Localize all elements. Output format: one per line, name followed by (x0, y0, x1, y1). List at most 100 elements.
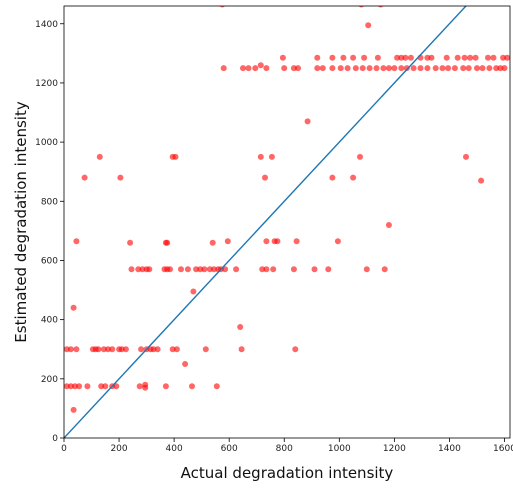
data-point (70, 406, 77, 413)
data-point (293, 238, 300, 245)
x-tick-label: 600 (221, 444, 238, 454)
data-point (105, 346, 111, 353)
data-point (424, 54, 431, 61)
data-point (314, 54, 321, 61)
data-point (504, 54, 510, 61)
x-tick-label: 800 (276, 444, 293, 454)
data-point (172, 153, 179, 160)
data-point (72, 383, 78, 390)
data-point (257, 62, 264, 69)
data-point (311, 266, 318, 273)
data-point (73, 238, 80, 245)
data-point (474, 65, 480, 72)
data-points-layer (64, 6, 510, 413)
data-point (381, 266, 388, 273)
data-point (127, 239, 134, 246)
plot-frame (63, 5, 511, 439)
data-point (233, 266, 240, 273)
data-point (209, 239, 216, 246)
data-point (403, 65, 410, 72)
data-point (398, 65, 405, 72)
data-point (445, 65, 452, 72)
data-point (70, 304, 77, 311)
data-point (263, 238, 270, 245)
data-point (465, 65, 472, 72)
data-point (169, 346, 176, 353)
data-point (485, 54, 491, 61)
data-point (460, 65, 467, 72)
y-axis-title: Estimated degradation intensity (12, 101, 30, 343)
data-point (193, 266, 200, 273)
y-tick-label: 800 (41, 197, 58, 207)
data-point (463, 153, 469, 160)
data-point (279, 54, 286, 61)
data-point (67, 383, 74, 390)
data-point (122, 346, 129, 353)
data-point (363, 266, 370, 273)
data-point (417, 65, 424, 72)
data-point (95, 346, 102, 353)
data-point (128, 266, 135, 273)
data-point (220, 65, 227, 72)
data-point (424, 65, 431, 72)
data-point (501, 65, 508, 72)
y-tick-label: 1400 (35, 20, 58, 30)
data-point (154, 346, 161, 353)
data-point (374, 54, 381, 61)
data-point (201, 266, 208, 273)
data-point (67, 346, 74, 353)
data-point (500, 54, 507, 61)
data-point (138, 346, 145, 353)
y-tick-label: 1000 (35, 138, 58, 148)
data-point (202, 346, 209, 353)
x-tick-label: 1000 (328, 444, 351, 454)
data-point (443, 54, 450, 61)
data-point (394, 54, 401, 61)
data-point (340, 54, 347, 61)
data-point (352, 65, 359, 72)
y-tick-label: 0 (52, 434, 58, 444)
data-point (224, 238, 231, 245)
y-axis-ticks: 0 200 400 600 800 1000 1200 1400 (35, 20, 64, 444)
data-point (98, 383, 105, 390)
data-point (189, 383, 195, 390)
data-point (262, 174, 268, 181)
data-point (325, 266, 332, 273)
data-point (479, 65, 486, 72)
data-point (350, 174, 357, 181)
data-point (493, 65, 500, 72)
data-point (407, 54, 414, 61)
data-point (237, 324, 244, 330)
data-point (451, 65, 458, 72)
data-point (109, 346, 116, 353)
data-point (398, 54, 405, 61)
data-point (167, 266, 173, 273)
data-point (211, 266, 217, 273)
data-point (454, 54, 461, 61)
data-point (361, 54, 368, 61)
data-point (461, 54, 468, 61)
data-point (222, 266, 229, 273)
data-point (257, 153, 264, 160)
data-point (385, 222, 392, 228)
data-point (259, 266, 266, 273)
data-point (295, 65, 301, 72)
data-point (142, 384, 149, 391)
data-point (402, 54, 409, 61)
data-point (344, 65, 351, 72)
reference-line (64, 6, 467, 438)
data-point (497, 65, 504, 72)
data-point (380, 65, 387, 72)
data-point (263, 266, 270, 273)
data-point (472, 54, 479, 61)
data-point (206, 266, 213, 273)
data-point (432, 65, 439, 72)
data-point (478, 177, 485, 184)
data-point (178, 266, 184, 273)
data-point (365, 22, 372, 29)
data-point (113, 383, 120, 390)
data-point (96, 153, 103, 160)
data-point (373, 65, 380, 72)
